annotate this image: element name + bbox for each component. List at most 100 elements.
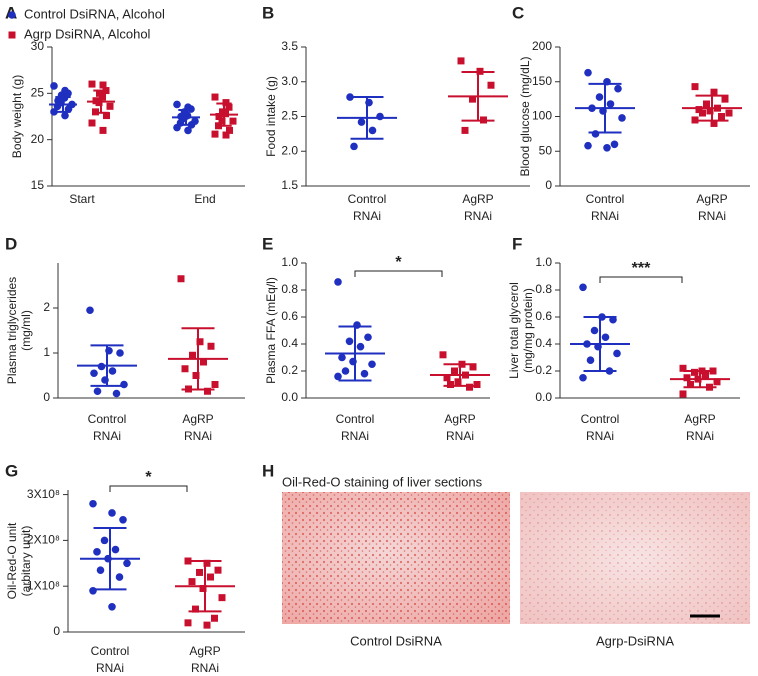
data-point bbox=[702, 371, 709, 379]
data-point bbox=[691, 83, 699, 91]
data-point bbox=[196, 338, 204, 346]
data-point bbox=[203, 559, 211, 567]
data-point bbox=[443, 374, 451, 382]
data-point bbox=[211, 130, 219, 138]
data-point bbox=[207, 573, 214, 581]
y-tick-label: 0.0 bbox=[535, 390, 552, 404]
y-tick-label: 0.6 bbox=[281, 309, 298, 323]
data-point bbox=[50, 82, 58, 90]
data-point bbox=[461, 126, 469, 134]
data-point bbox=[706, 107, 714, 115]
x-tick-label: AgRP bbox=[182, 412, 213, 426]
data-point bbox=[199, 584, 207, 592]
data-point bbox=[613, 349, 621, 358]
data-point bbox=[357, 118, 366, 126]
data-point bbox=[222, 131, 230, 139]
x-tick-label: RNAi bbox=[591, 209, 619, 223]
x-tick-label: AgRP bbox=[684, 412, 715, 426]
data-point bbox=[211, 381, 219, 388]
y-axis-label: (mg/mg protein) bbox=[521, 288, 535, 373]
data-point bbox=[368, 360, 376, 369]
x-tick-label: RNAi bbox=[446, 429, 474, 443]
data-point bbox=[108, 367, 117, 375]
y-tick-label: 0.8 bbox=[535, 282, 552, 296]
data-point bbox=[215, 113, 223, 120]
y-axis-label: Blood glucose (mg/dL) bbox=[518, 56, 532, 176]
y-tick-label: 0 bbox=[545, 178, 552, 192]
data-point bbox=[229, 117, 237, 125]
y-tick-label: 0.8 bbox=[281, 282, 298, 296]
y-tick-label: 0.2 bbox=[535, 363, 552, 377]
x-tick-label: Control bbox=[336, 412, 375, 426]
data-point bbox=[487, 81, 495, 89]
x-tick-label: RNAi bbox=[93, 429, 121, 443]
data-point bbox=[200, 358, 207, 366]
data-point bbox=[591, 130, 600, 138]
data-point bbox=[218, 117, 226, 125]
x-tick-label: Control bbox=[586, 192, 625, 206]
y-tick-label: 1X10⁸ bbox=[27, 578, 60, 592]
data-point bbox=[119, 515, 127, 524]
data-point bbox=[89, 499, 97, 508]
data-point bbox=[88, 80, 96, 88]
data-point bbox=[376, 112, 384, 121]
data-point bbox=[350, 142, 358, 151]
y-tick-label: 2X10⁸ bbox=[27, 533, 60, 547]
y-axis-label: Oil-Red-O unit bbox=[5, 522, 19, 599]
significance-label: * bbox=[395, 254, 402, 271]
significance-bracket bbox=[599, 276, 683, 283]
y-tick-label: 2.0 bbox=[281, 143, 298, 157]
data-point bbox=[584, 68, 592, 77]
data-point bbox=[226, 126, 233, 134]
data-point bbox=[96, 89, 103, 97]
x-tick-label: AgRP bbox=[444, 412, 475, 426]
data-point bbox=[713, 378, 721, 386]
data-point bbox=[196, 568, 203, 576]
data-point bbox=[691, 116, 699, 124]
y-tick-label: 3.0 bbox=[281, 74, 298, 88]
data-point bbox=[123, 559, 131, 568]
data-point bbox=[725, 109, 733, 117]
x-tick-label: RNAi bbox=[464, 209, 492, 223]
panel-letter: D bbox=[5, 234, 17, 253]
data-point bbox=[610, 140, 619, 149]
data-point bbox=[214, 566, 222, 574]
data-point bbox=[710, 88, 718, 96]
x-tick-label: End bbox=[194, 192, 215, 206]
data-point bbox=[99, 81, 107, 89]
data-point bbox=[606, 100, 615, 108]
data-point bbox=[451, 367, 458, 375]
data-point bbox=[338, 353, 346, 362]
data-point bbox=[108, 603, 116, 611]
data-point bbox=[100, 536, 109, 545]
data-point bbox=[211, 614, 218, 622]
x-tick-label: RNAi bbox=[698, 209, 726, 223]
data-point bbox=[106, 102, 114, 110]
data-point bbox=[718, 113, 725, 120]
tissue-texture bbox=[520, 492, 750, 624]
y-tick-label: 1.5 bbox=[281, 178, 298, 192]
data-point bbox=[579, 373, 587, 382]
significance-bracket bbox=[109, 485, 188, 492]
data-point bbox=[346, 93, 354, 101]
y-tick-label: 30 bbox=[31, 39, 45, 53]
y-tick-label: 2.5 bbox=[281, 109, 298, 123]
data-point bbox=[211, 93, 219, 101]
data-point bbox=[454, 378, 462, 386]
panel-letter: H bbox=[262, 461, 274, 480]
image-caption: Agrp-DsiRNA bbox=[596, 633, 674, 648]
data-point bbox=[364, 333, 372, 342]
data-point bbox=[225, 103, 233, 111]
legend-marker bbox=[8, 11, 16, 19]
y-tick-label: 200 bbox=[532, 39, 552, 53]
data-point bbox=[192, 605, 199, 613]
data-point bbox=[579, 283, 587, 292]
data-point bbox=[184, 557, 192, 565]
x-tick-label: AgRP bbox=[189, 644, 220, 658]
data-point bbox=[188, 578, 196, 586]
data-point bbox=[86, 306, 94, 315]
data-point bbox=[334, 278, 342, 286]
panel-letter: F bbox=[512, 234, 522, 253]
panel-h-images bbox=[282, 492, 750, 624]
data-point bbox=[181, 365, 189, 373]
